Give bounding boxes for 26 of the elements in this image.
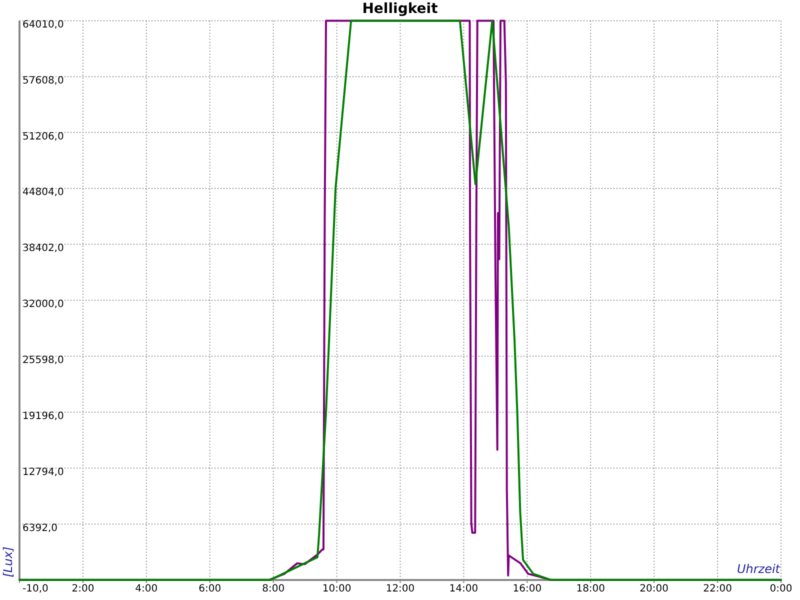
x-tick-label: 20:00 xyxy=(640,584,668,595)
x-tick-label: 4:00 xyxy=(135,584,158,595)
x-tick-label: 8:00 xyxy=(262,584,285,595)
x-tick-label: 12:00 xyxy=(386,584,415,595)
x-tick-label: 2:00 xyxy=(72,584,94,595)
y-tick-label: 19196,0 xyxy=(22,410,64,422)
y-tick-label: 44804,0 xyxy=(22,187,64,198)
y-tick-label: 25598,0 xyxy=(22,355,64,366)
y-tick-label: -10,0 xyxy=(22,584,48,595)
y-tick-label: 32000,0 xyxy=(22,299,64,310)
y-tick-label: 57608,0 xyxy=(22,75,64,86)
x-tick-label: 18:00 xyxy=(576,584,606,595)
y-tick-label: 51206,0 xyxy=(22,131,64,142)
x-axis-title: Uhrzeit xyxy=(736,562,782,576)
x-tick-label: 22:00 xyxy=(703,584,732,595)
y-tick-label: 6392,0 xyxy=(22,522,58,534)
x-tick-label: 0:00 xyxy=(770,584,792,595)
y-tick-label: 64010,0 xyxy=(22,19,64,30)
x-tick-label: 16:00 xyxy=(512,584,542,595)
y-axis-title: [Lux] xyxy=(1,546,15,578)
x-tick-label: 10:00 xyxy=(322,584,352,595)
x-tick-label: 14:00 xyxy=(449,584,478,595)
y-tick-label: 38402,0 xyxy=(22,243,64,254)
y-tick-label: 12794,0 xyxy=(22,466,64,478)
chart-title: Helligkeit xyxy=(362,0,438,17)
x-tick-label: 6:00 xyxy=(198,584,222,595)
